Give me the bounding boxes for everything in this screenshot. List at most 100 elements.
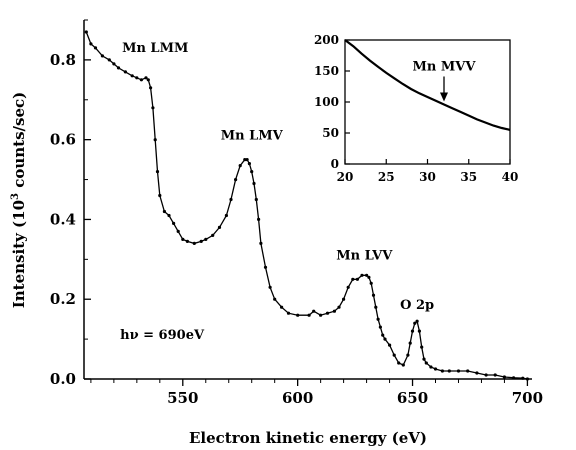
spectrum-point bbox=[296, 313, 300, 317]
spectrum-point bbox=[307, 313, 311, 317]
inset-y-tick-label: 200 bbox=[314, 33, 339, 47]
main-y-ticks: 0.0 0.2 0.4 0.6 0.8 bbox=[50, 19, 91, 388]
spectrum-point bbox=[93, 46, 98, 50]
spectrum-point bbox=[433, 367, 438, 371]
spectrum-point bbox=[158, 193, 162, 198]
spectrum-point bbox=[192, 241, 196, 245]
spectrum-point bbox=[259, 241, 263, 245]
inset-y-tick-label: 50 bbox=[322, 126, 339, 140]
inset-y-tick-label: 0 bbox=[331, 157, 339, 171]
spectrum-point bbox=[89, 42, 93, 46]
y-axis-title-sup: 3 bbox=[10, 193, 21, 200]
spectrum-point bbox=[371, 293, 376, 297]
inset-annotations: Mn MVV bbox=[413, 59, 476, 102]
main-y-tick-label: 0.8 bbox=[50, 51, 76, 69]
spectrum-point bbox=[456, 369, 461, 373]
spectrum-point bbox=[378, 325, 382, 329]
main-x-tick-label: 700 bbox=[512, 389, 543, 407]
main-x-tick-label: 550 bbox=[167, 389, 198, 407]
spectrum-point bbox=[493, 373, 497, 377]
spectrum-point bbox=[167, 213, 171, 218]
spectrum-point bbox=[424, 361, 428, 365]
spectrum-point bbox=[337, 305, 341, 309]
peak-label: hν = 690eV bbox=[120, 328, 205, 343]
inset-x-tick-label: 30 bbox=[419, 170, 436, 184]
spectrum-point bbox=[346, 285, 350, 289]
spectrum-point bbox=[130, 74, 134, 78]
spectrum-point bbox=[376, 317, 380, 321]
spectrum-point bbox=[116, 66, 121, 70]
main-x-tick-label: 600 bbox=[282, 389, 313, 407]
spectrum-point bbox=[243, 158, 247, 162]
inset-arrow-head bbox=[440, 92, 448, 102]
spectrum-point bbox=[429, 365, 433, 369]
inset-y-ticks: 0 50 100 150 200 bbox=[314, 33, 350, 171]
spectrum-point bbox=[268, 285, 272, 289]
spectrum-point bbox=[355, 277, 359, 281]
spectrum-point bbox=[525, 377, 530, 381]
inset-y-tick-label: 150 bbox=[314, 64, 339, 78]
spectrum-point bbox=[199, 239, 203, 243]
spectrum-point bbox=[447, 369, 451, 373]
spectrum-point bbox=[417, 329, 421, 333]
spectrum-point bbox=[135, 76, 139, 80]
spectrum-point bbox=[153, 138, 157, 142]
spectrum-point bbox=[144, 76, 148, 80]
spectrum-point bbox=[420, 345, 424, 349]
spectrum-point bbox=[254, 197, 258, 202]
spectrum-point bbox=[521, 376, 525, 380]
spectrum-point bbox=[123, 70, 127, 74]
spectrum-point bbox=[245, 158, 249, 162]
peak-label: Mn LMV bbox=[221, 129, 284, 144]
inset-frame bbox=[344, 39, 511, 165]
spectrum-point bbox=[217, 225, 222, 229]
spectrum-point bbox=[149, 86, 153, 90]
spectrum-point bbox=[172, 221, 176, 225]
spectrum-point bbox=[229, 197, 233, 202]
spectrum-point bbox=[155, 170, 160, 174]
spectrum-point bbox=[100, 54, 104, 58]
spectrum-point bbox=[238, 164, 242, 168]
spectrum-point bbox=[325, 311, 330, 315]
spectrum-point bbox=[139, 78, 143, 82]
inset-plot: 0 50 100 150 200 20 25 30 35 40 Mn MVV bbox=[314, 33, 518, 184]
spectrum-point bbox=[392, 353, 396, 357]
spectrum-point bbox=[257, 217, 261, 221]
spectrum-point bbox=[332, 309, 336, 313]
spectrum-point bbox=[440, 369, 444, 373]
spectrum-point bbox=[383, 337, 387, 341]
spectrum-point bbox=[374, 305, 378, 309]
spectrum-point bbox=[422, 357, 426, 361]
spectrum-point bbox=[224, 213, 228, 218]
spectrum-point bbox=[502, 375, 506, 379]
spectrum-point bbox=[263, 265, 268, 269]
spectrum-point bbox=[185, 239, 189, 243]
spectrum-point bbox=[401, 363, 405, 367]
spectrum-point bbox=[312, 309, 316, 313]
spectrum-point bbox=[146, 78, 150, 82]
spectrum-points bbox=[84, 30, 530, 381]
spectrum-point bbox=[369, 281, 373, 285]
y-axis-title-main: Intensity (10 bbox=[10, 200, 28, 308]
spectrum-point bbox=[252, 181, 256, 186]
y-axis-title-rest: counts/sec) bbox=[10, 92, 28, 193]
spectrum-point bbox=[475, 371, 479, 375]
spectrum-point bbox=[351, 277, 355, 281]
spectrum-point bbox=[211, 233, 215, 237]
main-y-tick-label: 0.0 bbox=[50, 370, 76, 388]
peak-label: O 2p bbox=[400, 298, 434, 313]
spectrum-point bbox=[410, 329, 415, 333]
spectrum-point bbox=[176, 229, 180, 233]
peak-label: Mn LMM bbox=[122, 41, 188, 56]
y-axis-title: Intensity (103 counts/sec) bbox=[10, 92, 28, 309]
spectrum-point bbox=[484, 373, 488, 377]
spectrum-point bbox=[112, 62, 116, 66]
main-x-ticks: 550 600 650 700 bbox=[90, 379, 543, 407]
spectrum-point bbox=[360, 273, 364, 277]
spectrum-point bbox=[406, 353, 410, 357]
spectrum-point bbox=[247, 162, 251, 166]
spectrum-point bbox=[204, 237, 208, 241]
inset-x-ticks: 20 25 30 35 40 bbox=[337, 159, 518, 184]
main-x-tick-label: 650 bbox=[397, 389, 428, 407]
